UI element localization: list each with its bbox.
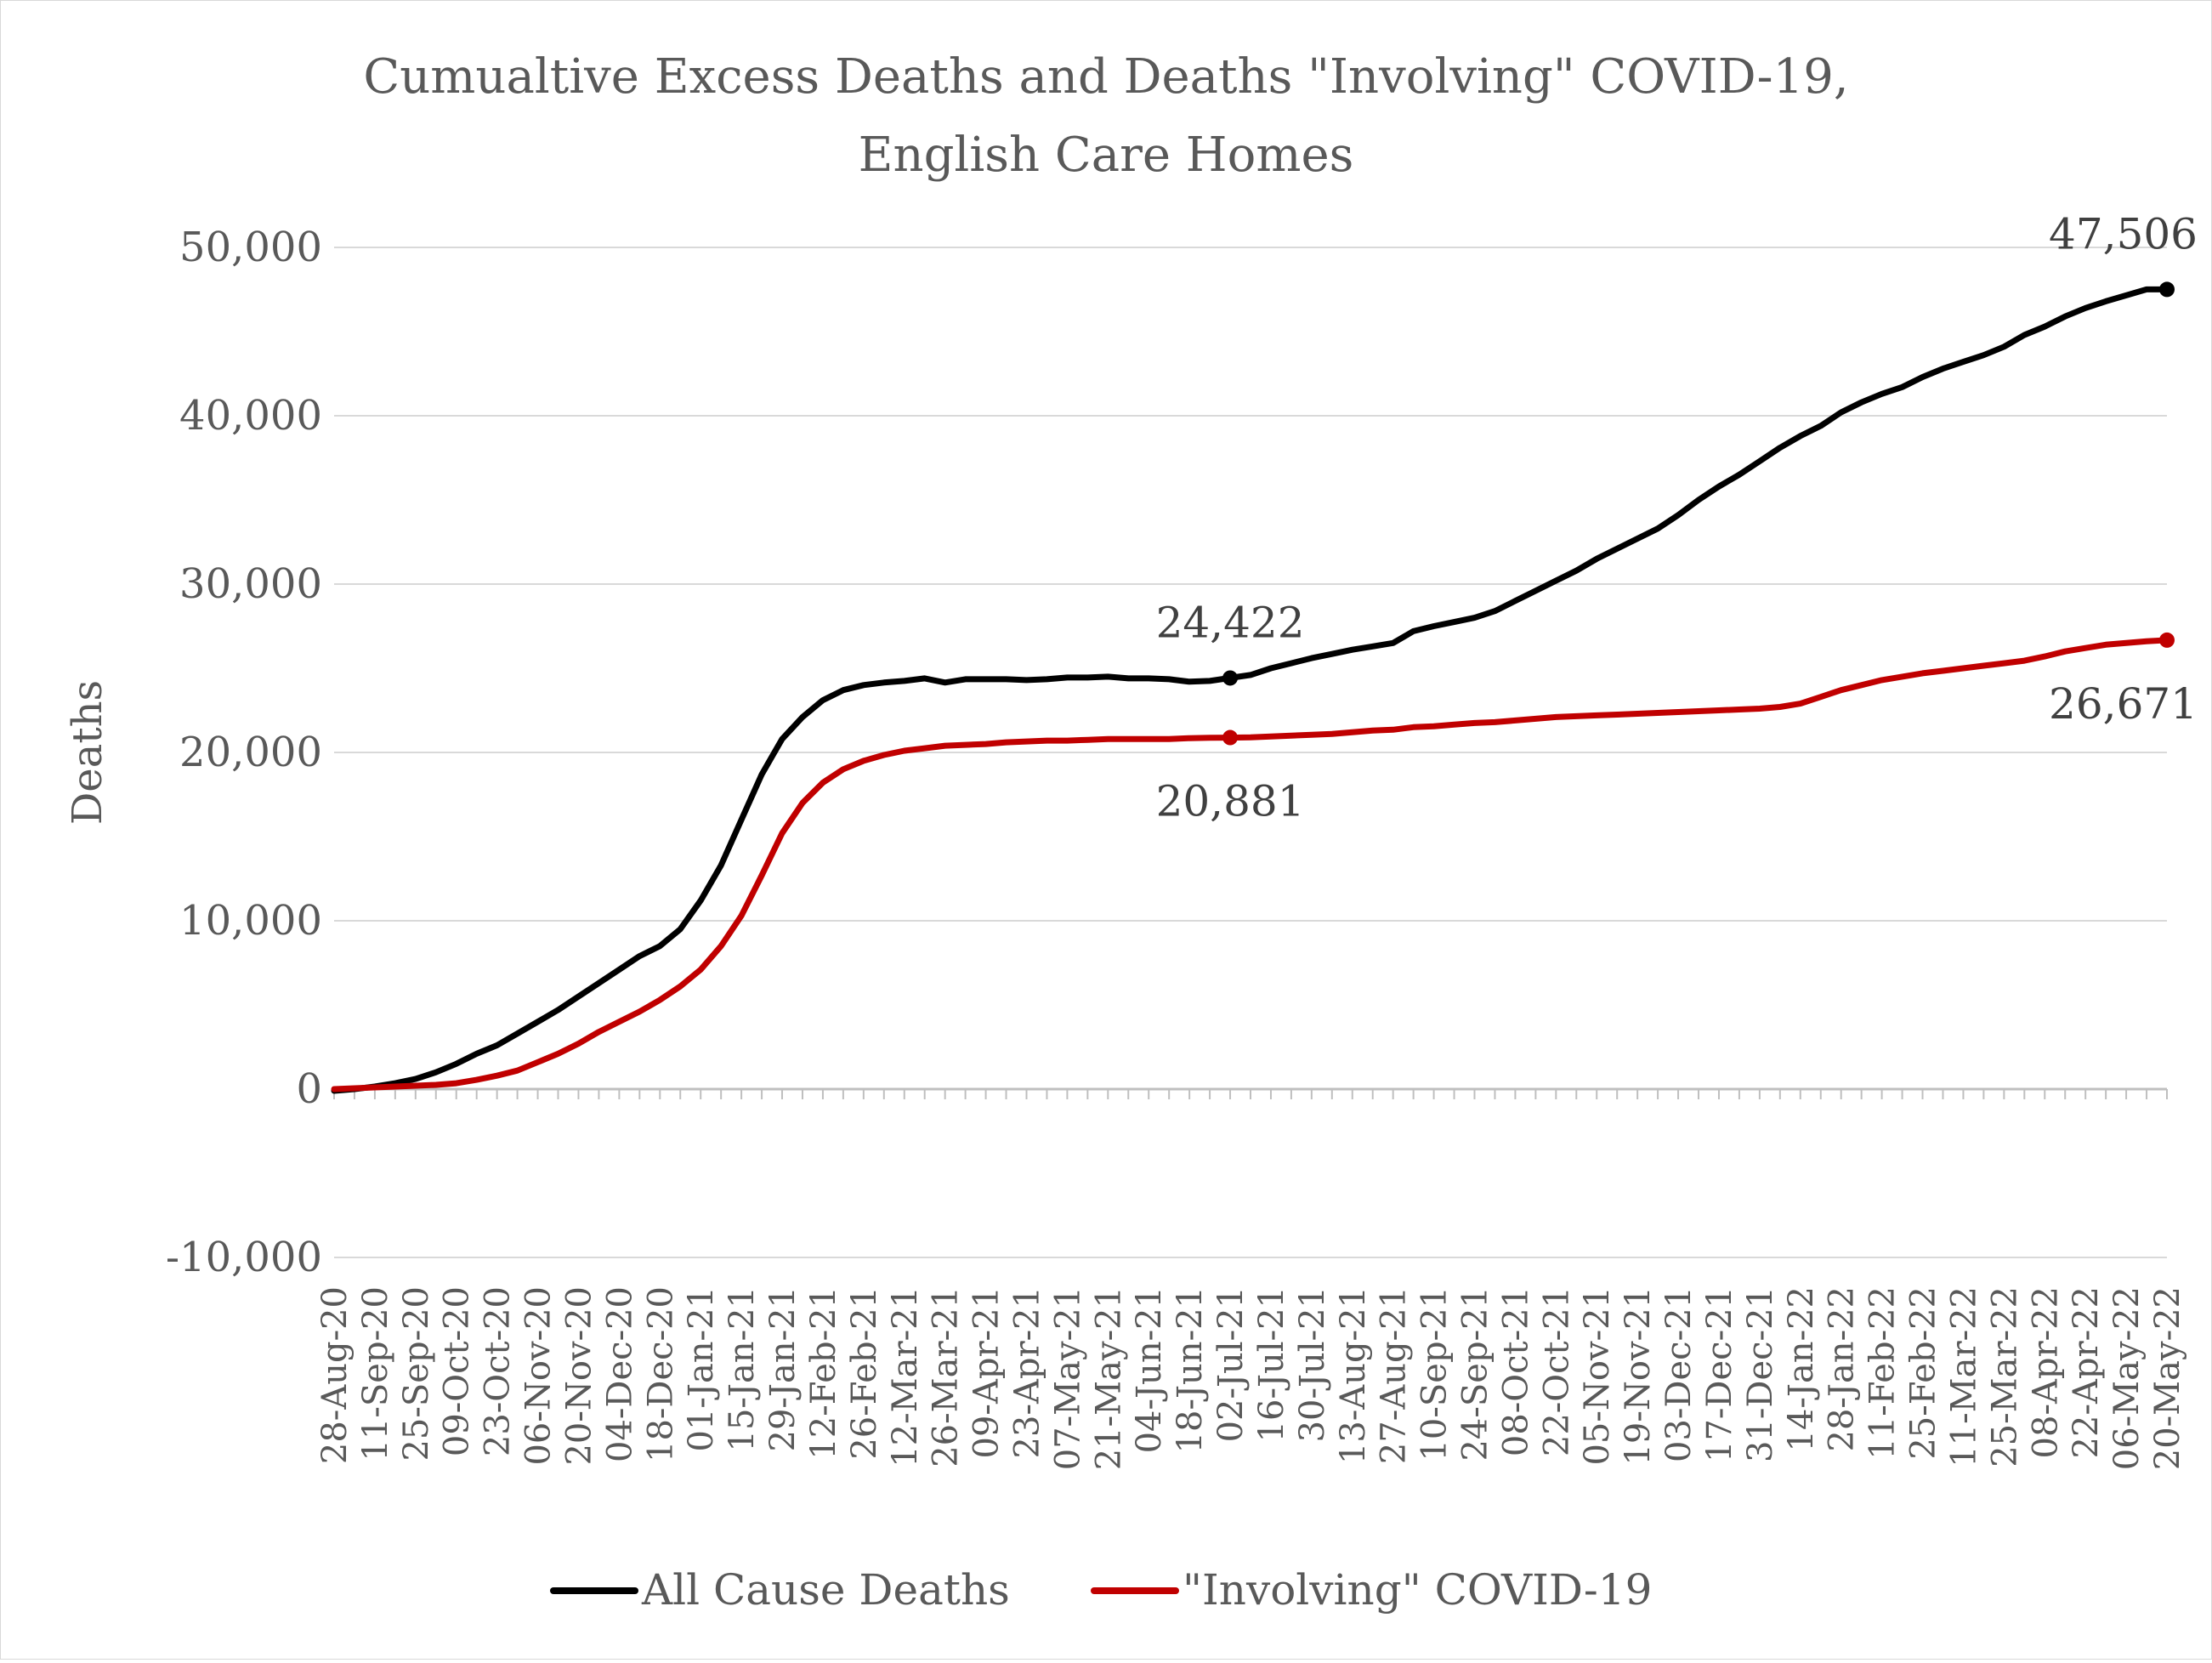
x-tick-label: 14-Jan-22 [1782, 1286, 1821, 1451]
y-tick-label: 50,000 [179, 224, 322, 271]
legend-label: All Cause Deaths [641, 1565, 1010, 1615]
y-tick-label: -10,000 [166, 1234, 322, 1281]
x-tick-label: 18-Dec-20 [641, 1286, 680, 1462]
y-tick-label: 10,000 [179, 897, 322, 945]
x-tick-label: 10-Sep-21 [1415, 1286, 1455, 1462]
x-tick-label: 11-Sep-20 [356, 1286, 395, 1462]
series-line-involving-covid-19 [331, 637, 2170, 1093]
x-tick-label: 17-Dec-21 [1700, 1286, 1739, 1462]
data-label: 26,671 [2049, 679, 2198, 729]
x-tick-label: 04-Dec-20 [600, 1286, 639, 1462]
x-tick-label: 05-Nov-21 [1578, 1286, 1617, 1466]
y-tick-label: 40,000 [179, 392, 322, 440]
x-tick-label: 22-Apr-22 [2067, 1286, 2106, 1458]
gridlines [334, 247, 2167, 1258]
y-tick-label: 20,000 [179, 729, 322, 776]
x-tick-label: 07-May-21 [1048, 1286, 1087, 1470]
x-tick-label: 03-Dec-21 [1659, 1286, 1699, 1462]
x-tick-label: 23-Oct-20 [479, 1286, 518, 1456]
y-axis-label: Deaths [64, 680, 111, 825]
x-tick-label: 04-Jun-21 [1130, 1286, 1169, 1453]
x-tick-label: 20-Nov-20 [559, 1286, 598, 1466]
x-tick-label: 16-Jul-21 [1252, 1286, 1291, 1442]
data-point-marker [2159, 632, 2175, 648]
series-lines [331, 281, 2175, 1094]
x-tick-label: 11-Feb-22 [1863, 1286, 1903, 1460]
data-labels: 24,422 47,506 20,881 26,671 [1156, 209, 2198, 826]
x-tick-label: 28-Aug-20 [315, 1286, 354, 1464]
x-tick-label: 08-Apr-22 [2026, 1286, 2065, 1458]
data-point-marker [1222, 670, 1239, 686]
x-tick-label: 09-Apr-21 [967, 1286, 1007, 1458]
x-tick-label: 26-Mar-21 [927, 1286, 966, 1467]
series-line-all-cause-deaths [331, 286, 2170, 1094]
x-tick-label: 11-Mar-22 [1944, 1286, 1983, 1467]
legend: All Cause Deaths "Involving" COVID-19 [550, 1565, 1652, 1615]
x-tick-label: 22-Oct-21 [1537, 1286, 1576, 1456]
x-tick-label: 21-May-21 [1089, 1286, 1128, 1470]
x-axis-tick-labels: 28-Aug-20 11-Sep-20 25-Sep-20 09-Oct-20 23-O… [315, 1286, 2187, 1470]
x-tick-label: 23-Apr-21 [1007, 1286, 1046, 1458]
data-label: 20,881 [1156, 777, 1305, 826]
x-tick-label: 15-Jan-21 [723, 1286, 762, 1451]
y-axis-ticks: 50,000 40,000 30,000 20,000 10,000 0 -10,000 [166, 224, 322, 1281]
x-tick-label: 26-Feb-21 [845, 1286, 884, 1460]
chart-title-line-2: English Care Homes [859, 128, 1354, 183]
x-tick-label: 24-Sep-21 [1456, 1286, 1495, 1462]
x-tick-label: 18-Jun-21 [1171, 1286, 1210, 1453]
legend-label: "Involving" COVID-19 [1183, 1565, 1652, 1615]
data-label: 47,506 [2049, 209, 2198, 258]
x-axis [333, 1087, 2168, 1099]
x-tick-label: 08-Oct-21 [1496, 1286, 1535, 1456]
x-tick-label: 25-Feb-22 [1904, 1286, 1943, 1460]
x-tick-label: 06-Nov-20 [519, 1286, 559, 1466]
x-tick-label: 30-Jul-21 [1293, 1286, 1332, 1442]
x-tick-label: 31-Dec-21 [1741, 1286, 1780, 1462]
x-tick-label: 19-Nov-21 [1619, 1286, 1658, 1466]
chart-title-line-1: Cumualtive Excess Deaths and Deaths "Inv… [363, 49, 1848, 105]
x-tick-label: 28-Jan-22 [1823, 1286, 1862, 1451]
data-label: 24,422 [1156, 598, 1305, 647]
x-tick-label: 25-Sep-20 [397, 1286, 436, 1462]
x-tick-label: 06-May-22 [2107, 1286, 2147, 1470]
x-tick-label: 27-Aug-21 [1375, 1286, 1414, 1464]
x-tick-label: 25-Mar-22 [1985, 1286, 2024, 1467]
x-tick-label: 02-Jul-21 [1211, 1286, 1251, 1442]
x-tick-label: 12-Feb-21 [804, 1286, 843, 1460]
x-tick-label: 01-Jan-21 [682, 1286, 721, 1451]
x-tick-label: 29-Jan-21 [763, 1286, 803, 1451]
x-tick-label: 13-Aug-21 [1334, 1286, 1373, 1464]
x-tick-label: 09-Oct-20 [438, 1286, 477, 1456]
data-point-marker [1222, 729, 1239, 746]
y-tick-label: 30,000 [179, 560, 322, 608]
data-point-marker [2159, 281, 2175, 298]
x-tick-label: 20-May-22 [2148, 1286, 2187, 1470]
y-tick-label: 0 [296, 1065, 322, 1113]
x-tick-label: 12-Mar-21 [886, 1286, 925, 1467]
